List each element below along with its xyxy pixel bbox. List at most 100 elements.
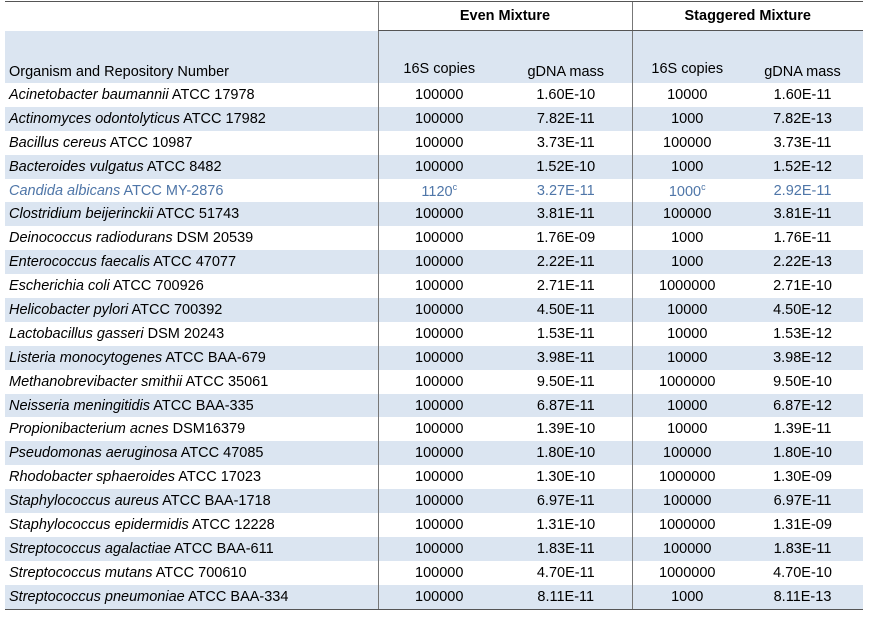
organism-cell: Listeria monocytogenes ATCC BAA-679 xyxy=(5,345,378,370)
value-cell: 1.53E-12 xyxy=(742,322,863,346)
value: 4.50E-12 xyxy=(773,301,832,318)
value-cell: 9.50E-11 xyxy=(500,370,632,394)
strain-id: DSM 20539 xyxy=(176,230,254,247)
value: 100000 xyxy=(415,254,464,271)
value: 100000 xyxy=(663,445,712,462)
value: 6.97E-11 xyxy=(773,493,832,510)
value: 1000 xyxy=(671,588,704,605)
column-header-row: Organism and Repository Number 16S copie… xyxy=(5,30,863,83)
value: 1000 xyxy=(668,183,702,200)
value: 100000 xyxy=(415,206,464,223)
value: 1.52E-12 xyxy=(773,158,832,175)
value: 1120 xyxy=(421,183,453,200)
table-row: Streptococcus agalactiae ATCC BAA-611 100… xyxy=(5,536,863,561)
value: 100000 xyxy=(415,325,464,342)
value-cell: 100000 xyxy=(377,202,500,227)
organism-cell: Helicobacter pylori ATCC 700392 xyxy=(5,298,378,322)
value-cell: 100000 xyxy=(631,489,742,514)
value: 100000 xyxy=(415,134,464,151)
strain-id: ATCC BAA-334 xyxy=(187,588,289,605)
table-row: Enterococcus faecalis ATCC 47077 100000 2.… xyxy=(5,250,863,275)
value-cell: 100000 xyxy=(377,441,500,466)
column-header: Organism and Repository Number xyxy=(5,30,378,83)
organism-cell: Escherichia coli ATCC 700926 xyxy=(5,274,378,298)
organism-cell: Staphylococcus epidermidis ATCC 12228 xyxy=(5,513,378,537)
value-cell: 100000 xyxy=(631,202,742,227)
species-name: Staphylococcus aureus xyxy=(9,493,159,510)
species-name: Bacillus cereus xyxy=(9,134,107,151)
table-row: Deinococcus radiodurans DSM 20539 100000 1… xyxy=(5,226,863,251)
strain-id: ATCC 700926 xyxy=(112,278,204,295)
table-row: Bacteroides vulgatus ATCC 8482 100000 1.52… xyxy=(5,154,863,179)
value-cell: 3.81E-11 xyxy=(742,202,863,227)
value: 100000 xyxy=(415,158,464,175)
value: 1.31E-10 xyxy=(536,516,596,533)
organism-cell: Actinomyces odontolyticus ATCC 17982 xyxy=(5,106,378,131)
value: 1000 xyxy=(671,158,704,175)
species-name: Escherichia coli xyxy=(9,278,110,295)
value-cell: 1000000 xyxy=(631,560,742,585)
strain-id: ATCC 17023 xyxy=(178,469,262,486)
value: 1.39E-10 xyxy=(536,421,596,438)
table-row: Clostridium beijerinckii ATCC 51743 10000… xyxy=(5,202,863,227)
organism-cell: Lactobacillus gasseri DSM 20243 xyxy=(5,322,378,346)
data-table: Even Mixture Staggered Mixture Organism … xyxy=(5,1,863,610)
value: 100000 xyxy=(415,421,464,438)
value-cell: 1.60E-11 xyxy=(742,83,863,107)
value-cell: 100000 xyxy=(631,441,742,466)
value: 100000 xyxy=(415,397,464,414)
species-name: Helicobacter pylori xyxy=(9,301,129,318)
value: 100000 xyxy=(415,540,464,557)
value: 100000 xyxy=(415,86,464,103)
value-cell: 6.87E-11 xyxy=(500,393,632,418)
value-cell: 10000 xyxy=(631,298,742,322)
value: 100000 xyxy=(415,301,464,318)
value: 3.81E-11 xyxy=(536,206,595,223)
value: 100000 xyxy=(415,564,464,581)
value: 1.31E-09 xyxy=(773,516,832,533)
table-row: Methanobrevibacter smithii ATCC 35061 100… xyxy=(5,369,863,394)
value: 100000 xyxy=(415,110,464,127)
value-cell: 1.83E-11 xyxy=(742,536,863,561)
group-header-row: Even Mixture Staggered Mixture xyxy=(5,1,863,31)
species-name: Propionibacterium acnes xyxy=(9,421,169,438)
species-name: Bacteroides vulgatus xyxy=(9,158,144,175)
value-cell: 6.97E-11 xyxy=(742,489,863,514)
value-cell: 100000 xyxy=(377,489,500,514)
organism-cell: Pseudomonas aeruginosa ATCC 47085 xyxy=(5,441,378,466)
value: 4.70E-10 xyxy=(773,564,832,581)
organism-cell: Streptococcus pneumoniae ATCC BAA-334 xyxy=(5,584,378,610)
value-cell: 10000 xyxy=(631,417,742,442)
value: 7.82E-11 xyxy=(536,110,595,127)
value-cell: 1.60E-10 xyxy=(500,83,632,107)
table-row: Bacillus cereus ATCC 10987 100000 3.73E-11… xyxy=(5,130,863,155)
value-cell: 1.83E-11 xyxy=(500,536,632,561)
empty-cell xyxy=(5,1,378,31)
species-name: Enterococcus faecalis xyxy=(9,254,151,271)
species-name: Streptococcus mutans xyxy=(9,564,153,581)
species-name: Methanobrevibacter smithii xyxy=(9,373,183,390)
table-row: Helicobacter pylori ATCC 700392 100000 4.5… xyxy=(5,298,863,322)
organism-cell: Rhodobacter sphaeroides ATCC 17023 xyxy=(5,465,378,489)
table-row: Neisseria meningitidis ATCC BAA-335 10000… xyxy=(5,393,863,418)
value-cell: 1000 xyxy=(631,154,742,179)
value: 10000 xyxy=(667,349,708,366)
value-cell: 1.31E-09 xyxy=(742,513,863,537)
organism-cell: Deinococcus radiodurans DSM 20539 xyxy=(5,226,378,250)
value: 100000 xyxy=(415,469,464,486)
value: 1.80E-10 xyxy=(536,445,596,462)
value-cell: 3.81E-11 xyxy=(500,202,632,227)
footnote-mark: c xyxy=(452,181,458,192)
value-cell: 1.39E-11 xyxy=(742,417,863,441)
species-name: Listeria monocytogenes xyxy=(9,349,163,366)
value: 1000 xyxy=(671,230,704,247)
value-cell: 100000 xyxy=(377,369,500,394)
strain-id: ATCC BAA-679 xyxy=(165,349,266,366)
value-cell: 100000 xyxy=(377,536,500,561)
organism-cell: Streptococcus agalactiae ATCC BAA-611 xyxy=(5,536,378,561)
species-name: Clostridium beijerinckii xyxy=(9,206,154,223)
strain-id: ATCC 10987 xyxy=(109,134,193,151)
value: 9.50E-10 xyxy=(773,373,832,390)
value-cell: 1000000 xyxy=(631,465,742,490)
value-cell: 100000 xyxy=(377,560,500,585)
